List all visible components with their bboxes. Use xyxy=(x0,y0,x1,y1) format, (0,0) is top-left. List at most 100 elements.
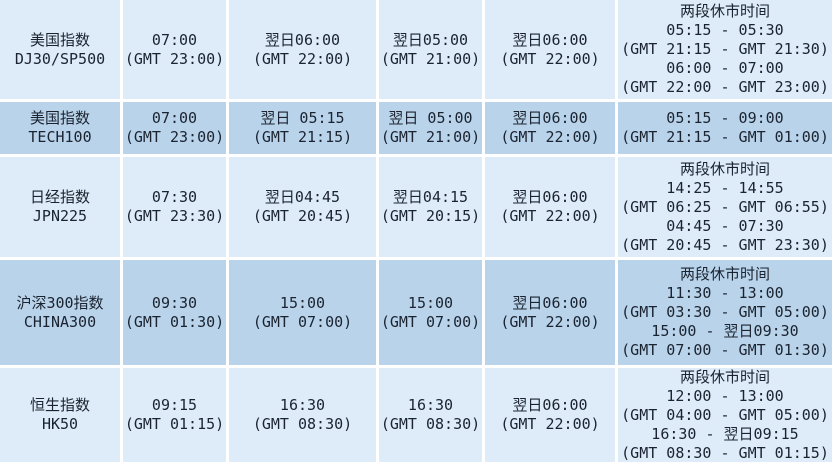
cell-line: 翌日06:00 xyxy=(264,30,341,49)
cell-hangseng-hk50-close-time-2: 16:30 (GMT 08:30) xyxy=(379,368,482,462)
cell-line: 11:30 - 13:00 xyxy=(666,284,784,302)
cell-csi-china300-close-time-1: 15:00 (GMT 07:00) xyxy=(229,260,376,365)
cell-csi-china300-open-time: 09:30 (GMT 01:30) xyxy=(123,260,226,365)
cell-us-tech100-index-name: 美国指数 TECH100 xyxy=(0,102,120,154)
cell-line: DJ30/SP500 xyxy=(14,49,106,68)
cell-line: (GMT 01:15) xyxy=(124,415,225,433)
cell-hangseng-hk50-break-times: 两段休市时间 12:00 - 13:00 (GMT 04:00 - GMT 05:0… xyxy=(618,368,832,462)
cell-line: (GMT 08:30 - GMT 01:15) xyxy=(621,443,829,462)
cell-csi-china300-close-time-3: 翌日06:00 (GMT 22:00) xyxy=(485,260,615,365)
cell-line: 05:15 - 05:30 xyxy=(666,21,784,39)
cell-line: 翌日 05:15 xyxy=(260,109,345,127)
cell-hangseng-hk50-open-time: 09:15 (GMT 01:15) xyxy=(123,368,226,462)
cell-line: (GMT 22:00) xyxy=(500,207,600,225)
cell-line: JPN225 xyxy=(32,207,88,225)
cell-line: 翌日04:45 xyxy=(264,188,341,206)
cell-line: 16:30 xyxy=(279,396,326,414)
cell-line: 翌日 05:00 xyxy=(388,109,473,127)
cell-line: (GMT 23:30) xyxy=(124,207,225,225)
cell-line: (GMT 23:00) xyxy=(124,128,225,146)
cell-us-tech100-close-time-2: 翌日 05:00 (GMT 21:00) xyxy=(379,102,482,154)
cell-line: HK50 xyxy=(41,415,79,433)
cell-line: (GMT 07:00) xyxy=(380,312,481,331)
cell-line: 16:30 xyxy=(407,396,454,414)
cell-line: 15:00 - 翌日09:30 xyxy=(651,322,799,340)
cell-line: 两段休市时间 xyxy=(679,159,770,178)
cell-line: 翌日05:00 xyxy=(392,30,469,49)
cell-line: (GMT 04:00 - GMT 05:00) xyxy=(621,405,829,424)
cell-hangseng-hk50-close-time-3: 翌日06:00 (GMT 22:00) xyxy=(485,368,615,462)
cell-line: 美国指数 xyxy=(29,109,90,127)
cell-line: (GMT 20:15) xyxy=(380,207,481,225)
cell-nikkei-jpn225-close-time-3: 翌日06:00 (GMT 22:00) xyxy=(485,157,615,257)
cell-line: 06:00 - 07:00 xyxy=(666,59,784,77)
cell-line: (GMT 21:00) xyxy=(380,49,481,68)
cell-line: (GMT 22:00) xyxy=(252,49,353,68)
cell-csi-china300-break-times: 两段休市时间 11:30 - 13:00 (GMT 03:30 - GMT 05:0… xyxy=(618,260,832,365)
cell-line: 两段休市时间 xyxy=(679,368,770,386)
cell-line: (GMT 22:00) xyxy=(500,312,600,331)
cell-line: (GMT 22:00) xyxy=(500,49,600,68)
cell-line: 04:45 - 07:30 xyxy=(666,216,784,235)
cell-line: 07:00 xyxy=(151,30,198,49)
cell-line: 09:15 xyxy=(151,396,198,414)
cell-nikkei-jpn225-open-time: 07:30 (GMT 23:30) xyxy=(123,157,226,257)
cell-line: 两段休市时间 xyxy=(679,265,770,283)
cell-line: 09:30 xyxy=(151,293,198,312)
cell-line: (GMT 21:15) xyxy=(252,128,353,146)
cell-csi-china300-index-name: 沪深300指数 CHINA300 xyxy=(0,260,120,365)
cell-hangseng-hk50-index-name: 恒生指数 HK50 xyxy=(0,368,120,462)
cell-line: 日经指数 xyxy=(29,188,90,206)
cell-line: (GMT 07:00 - GMT 01:30) xyxy=(621,341,829,359)
cell-line: 16:30 - 翌日09:15 xyxy=(651,424,799,443)
cell-line: (GMT 01:30) xyxy=(124,312,225,331)
cell-line: (GMT 07:00) xyxy=(252,312,353,331)
cell-line: (GMT 08:30) xyxy=(380,415,481,433)
cell-line: 12:00 - 13:00 xyxy=(666,386,784,405)
cell-line: 15:00 xyxy=(279,293,326,312)
cell-us-tech100-close-time-1: 翌日 05:15 (GMT 21:15) xyxy=(229,102,376,154)
cell-line: 美国指数 xyxy=(29,30,90,49)
cell-us-tech100-break-times: 05:15 - 09:00 (GMT 21:15 - GMT 01:00) xyxy=(618,102,832,154)
cell-line: 14:25 - 14:55 xyxy=(666,178,784,197)
cell-line: (GMT 21:15 - GMT 01:00) xyxy=(621,128,829,146)
cell-line: 翌日06:00 xyxy=(512,109,588,127)
cell-line: (GMT 23:00) xyxy=(124,49,225,68)
cell-line: (GMT 20:45) xyxy=(252,207,353,225)
cell-line: (GMT 21:00) xyxy=(380,128,481,146)
cell-line: (GMT 22:00) xyxy=(500,128,600,146)
cell-line: (GMT 21:15 - GMT 21:30) xyxy=(621,40,829,58)
cell-line: 07:00 xyxy=(151,109,198,127)
cell-line: 翌日06:00 xyxy=(512,188,588,206)
cell-line: 翌日06:00 xyxy=(512,293,588,312)
cell-line: 恒生指数 xyxy=(29,396,90,414)
cell-nikkei-jpn225-break-times: 两段休市时间 14:25 - 14:55 (GMT 06:25 - GMT 06:5… xyxy=(618,157,832,257)
cell-line: (GMT 06:25 - GMT 06:55) xyxy=(621,197,829,216)
cell-line: 15:00 xyxy=(407,293,454,312)
cell-us-tech100-open-time: 07:00 (GMT 23:00) xyxy=(123,102,226,154)
cell-us-dj30-sp500-close-time-2: 翌日05:00 (GMT 21:00) xyxy=(379,0,482,99)
cell-us-dj30-sp500-break-times: 两段休市时间 05:15 - 05:30 (GMT 21:15 - GMT 21:3… xyxy=(618,0,832,99)
cell-line: (GMT 03:30 - GMT 05:00) xyxy=(621,303,829,321)
cell-line: (GMT 08:30) xyxy=(252,415,353,433)
cell-line: TECH100 xyxy=(28,128,92,146)
cell-line: 翌日06:00 xyxy=(512,396,588,414)
cell-line: 07:30 xyxy=(151,188,198,206)
cell-hangseng-hk50-close-time-1: 16:30 (GMT 08:30) xyxy=(229,368,376,462)
cell-us-dj30-sp500-close-time-1: 翌日06:00 (GMT 22:00) xyxy=(229,0,376,99)
cell-line: (GMT 22:00) xyxy=(500,415,600,433)
cell-line: (GMT 20:45 - GMT 23:30) xyxy=(621,235,829,254)
cell-line: 沪深300指数 xyxy=(16,293,104,312)
cell-line: (GMT 22:00 - GMT 23:00) xyxy=(621,78,829,96)
cell-us-dj30-sp500-open-time: 07:00 (GMT 23:00) xyxy=(123,0,226,99)
cell-line: 两段休市时间 xyxy=(679,2,770,20)
cell-nikkei-jpn225-close-time-2: 翌日04:15 (GMT 20:15) xyxy=(379,157,482,257)
cell-line: 翌日06:00 xyxy=(512,30,588,49)
cell-us-tech100-close-time-3: 翌日06:00 (GMT 22:00) xyxy=(485,102,615,154)
cell-nikkei-jpn225-close-time-1: 翌日04:45 (GMT 20:45) xyxy=(229,157,376,257)
cell-line: 翌日04:15 xyxy=(392,188,469,206)
cell-us-dj30-sp500-close-time-3: 翌日06:00 (GMT 22:00) xyxy=(485,0,615,99)
cell-line: 05:15 - 09:00 xyxy=(666,109,784,127)
cell-line: CHINA300 xyxy=(23,312,97,331)
